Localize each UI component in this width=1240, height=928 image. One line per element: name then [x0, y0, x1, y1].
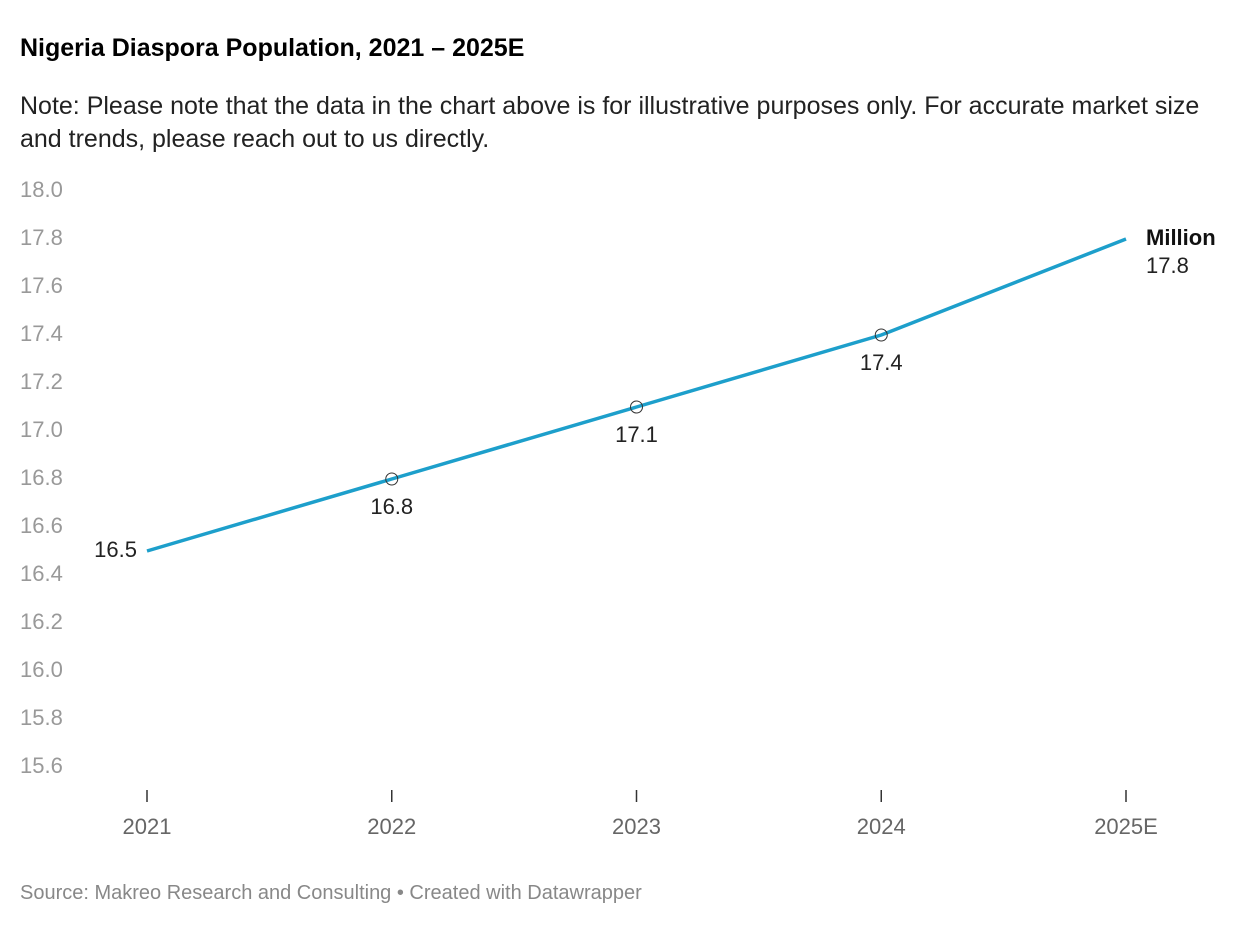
x-tick-label: 2025E [1094, 814, 1158, 839]
data-label: 17.4 [860, 350, 903, 375]
y-tick-label: 16.6 [20, 513, 63, 538]
marker [630, 400, 643, 414]
chart: 18.0 17.8 17.6 17.4 17.2 17.0 16.8 16.6 16.4 16.2… [20, 177, 1216, 839]
data-label: 16.8 [370, 494, 413, 519]
y-tick-label: 16.0 [20, 657, 63, 682]
y-tick-label: 17.0 [20, 417, 63, 442]
y-tick-label: 15.8 [20, 705, 63, 730]
chart-title: Nigeria Diaspora Population, 2021 – 2025… [20, 34, 525, 62]
data-label: 16.5 [94, 537, 137, 562]
y-tick-label: 16.4 [20, 561, 63, 586]
marker [385, 472, 399, 486]
x-tick-label: 2024 [857, 814, 906, 839]
y-tick-label: 16.8 [20, 465, 63, 490]
x-tick-label: 2022 [367, 814, 416, 839]
data-label: 17.8 [1146, 253, 1189, 278]
data-label: 17.1 [615, 422, 658, 447]
y-tick-label: 15.6 [20, 753, 63, 778]
y-tick-label: 18.0 [20, 177, 63, 202]
marker [874, 328, 888, 342]
series-label: Million [1146, 225, 1216, 250]
y-tick-label: 17.6 [20, 273, 63, 298]
line [146, 237, 1127, 553]
y-tick-label: 17.4 [20, 321, 63, 346]
x-tick-label: 2021 [123, 814, 172, 839]
y-tick-label: 16.2 [20, 609, 63, 634]
x-tick-label: 2023 [612, 814, 661, 839]
source: Source: Makreo Research and Consulting •… [20, 882, 642, 904]
y-tick-label: 17.2 [20, 369, 63, 394]
chart-subtitle: Note: Please note that the data in the c… [20, 92, 1200, 153]
y-tick-label: 17.8 [20, 225, 63, 250]
